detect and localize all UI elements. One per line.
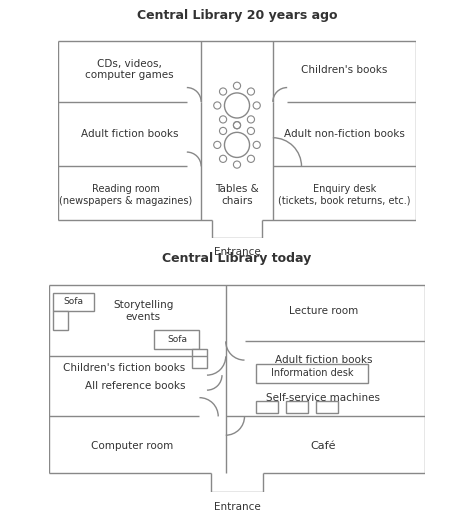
Text: Sofa: Sofa (64, 297, 84, 306)
Text: Sofa: Sofa (167, 335, 187, 344)
Text: Reading room
(newspapers & magazines): Reading room (newspapers & magazines) (59, 184, 192, 206)
Title: Central Library 20 years ago: Central Library 20 years ago (137, 9, 337, 22)
Bar (53, 292, 94, 311)
Text: Adult fiction books: Adult fiction books (81, 129, 178, 139)
Text: All reference books: All reference books (85, 381, 186, 391)
Bar (53, 311, 68, 330)
Title: Central Library today: Central Library today (163, 252, 311, 265)
Text: Enquiry desk
(tickets, book returns, etc.): Enquiry desk (tickets, book returns, etc… (278, 184, 411, 206)
Bar (286, 401, 309, 413)
Text: Adult non-fiction books: Adult non-fiction books (284, 129, 405, 139)
Text: Storytelling
events: Storytelling events (113, 301, 173, 322)
Bar (155, 330, 200, 349)
Text: Lecture room: Lecture room (289, 306, 358, 316)
Text: Self-service machines: Self-service machines (266, 393, 380, 402)
Bar (256, 401, 278, 413)
Text: Tables &
chairs: Tables & chairs (215, 184, 259, 206)
Text: Adult fiction books: Adult fiction books (274, 355, 372, 365)
Bar (192, 349, 207, 368)
Text: Café: Café (310, 441, 336, 452)
Text: CDs, videos,
computer games: CDs, videos, computer games (85, 59, 174, 80)
Text: Entrance: Entrance (214, 502, 260, 511)
Text: Children's fiction books: Children's fiction books (63, 362, 185, 373)
Text: Children's books: Children's books (301, 65, 388, 75)
Bar (256, 364, 368, 382)
Text: Information desk: Information desk (271, 368, 353, 378)
Bar (316, 401, 338, 413)
Text: Computer room: Computer room (91, 441, 173, 452)
Text: Entrance: Entrance (214, 247, 260, 258)
